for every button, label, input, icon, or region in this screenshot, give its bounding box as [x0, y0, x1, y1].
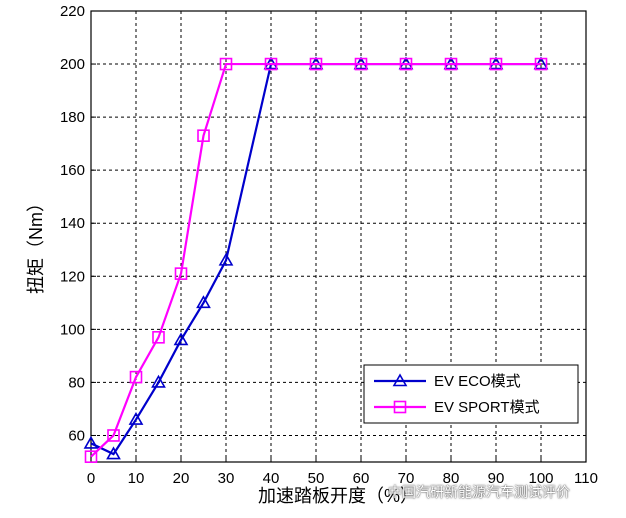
- legend-label-1: EV ECO模式: [434, 373, 521, 390]
- series-1-point-0: [83, 435, 99, 449]
- series-2-point-10: [399, 57, 413, 71]
- series-1-point-3: [151, 374, 166, 388]
- x-tick-label-30: 30: [218, 470, 235, 487]
- series-2-point-6: [219, 57, 233, 71]
- x-tick-label-10: 10: [128, 470, 145, 487]
- series-1-point-5: [196, 295, 211, 309]
- series-2-point-11: [444, 57, 458, 71]
- series-2-point-9: [354, 57, 368, 71]
- x-tick-label-0: 0: [87, 470, 95, 487]
- series-2-point-8: [309, 57, 323, 71]
- series-1-point-4: [173, 332, 189, 346]
- series-2-point-0: [84, 450, 98, 463]
- legend-marker-2: [393, 400, 407, 414]
- y-tick-label-180: 180: [60, 109, 85, 126]
- series-2-point-12: [489, 57, 503, 71]
- legend-label-2: EV SPORT模式: [434, 399, 540, 416]
- y-tick-label-220: 220: [60, 3, 85, 20]
- x-tick-label-80: 80: [443, 470, 460, 487]
- series-1-point-2: [128, 411, 144, 425]
- y-axis-title: 扭矩（Nm）: [26, 194, 46, 294]
- x-tick-label-70: 70: [398, 470, 415, 487]
- x-tick-label-90: 90: [488, 470, 505, 487]
- series-2-point-1: [107, 429, 120, 442]
- series-2-point-2: [129, 370, 143, 384]
- x-tick-label-60: 60: [353, 470, 370, 487]
- series-2-point-5: [197, 129, 210, 142]
- y-tick-label-160: 160: [60, 162, 85, 179]
- series-1-point-1: [106, 446, 121, 460]
- axes: 0 10 20 30 40 50 60 70 80 90 100 110 60 80 100 120 140 16…: [60, 3, 598, 487]
- series-2: [84, 57, 548, 463]
- y-tick-label-100: 100: [60, 321, 85, 338]
- series-2-point-7: [264, 57, 278, 71]
- x-tick-label-40: 40: [263, 470, 280, 487]
- y-tick-label-80: 80: [68, 374, 85, 391]
- series-layer: [83, 56, 549, 463]
- series-2-line: [90, 62, 541, 458]
- y-tick-label-120: 120: [60, 268, 85, 285]
- y-tick-label-60: 60: [68, 427, 85, 444]
- watermark-text: 中国汽研新能源汽车测试评价: [388, 485, 570, 501]
- y-tick-label-140: 140: [60, 215, 85, 232]
- x-tick-label-20: 20: [173, 470, 190, 487]
- series-2-point-4: [174, 267, 188, 280]
- series-2-point-13: [534, 57, 548, 71]
- x-tick-label-100: 100: [528, 470, 553, 487]
- plot-frame: [90, 10, 587, 463]
- legend-marker-1: [392, 373, 408, 387]
- x-axis-title: 加速踏板开度（%）: [258, 486, 418, 506]
- x-tick-label-50: 50: [308, 470, 325, 487]
- x-tick-label-110: 110: [574, 470, 598, 487]
- series-1-point-6: [218, 252, 234, 266]
- legend: EV ECO模式 EV SPORT模式: [363, 364, 579, 424]
- series-2-point-3: [152, 331, 165, 344]
- y-tick-label-200: 200: [60, 56, 85, 73]
